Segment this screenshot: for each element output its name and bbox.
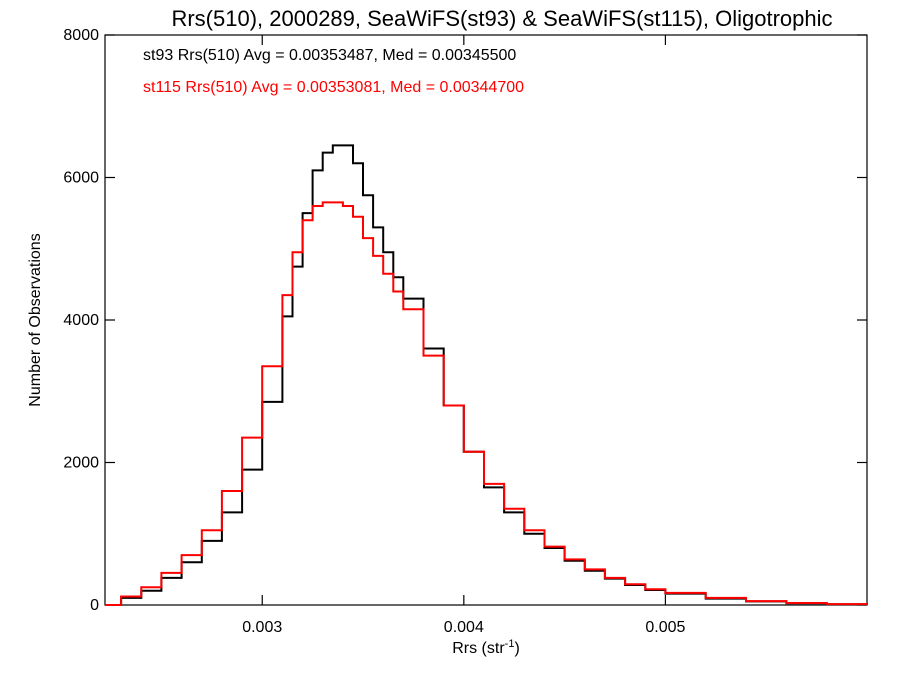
y-axis-ticks: 0 2000 4000 6000 8000 (63, 27, 867, 614)
x-axis-label-close: ) (514, 640, 519, 657)
y-axis-label: Number of Observations (27, 233, 44, 406)
x-tick-label: 0.005 (645, 619, 685, 636)
legend-st115-annotation: st115 Rrs(510) Avg = 0.00353081, Med = 0… (143, 79, 524, 96)
y-tick-label: 6000 (63, 170, 99, 187)
y-tick-label: 2000 (63, 455, 99, 472)
legend-st93-annotation: st93 Rrs(510) Avg = 0.00353487, Med = 0.… (143, 47, 516, 64)
x-axis-label: Rrs (str-1) (452, 638, 520, 657)
x-axis-ticks: 0.003 0.004 0.005 (242, 35, 686, 636)
x-tick-label: 0.003 (242, 619, 282, 636)
y-tick-label: 0 (90, 597, 99, 614)
x-axis-label-main: Rrs (str (452, 640, 505, 657)
x-tick-label: 0.004 (444, 619, 484, 636)
series-st115-line (105, 201, 868, 606)
x-axis-label-superscript: -1 (505, 638, 515, 650)
series-layer (105, 144, 868, 606)
chart-title: Rrs(510), 2000289, SeaWiFS(st93) & SeaWi… (171, 6, 832, 31)
y-tick-label: 8000 (63, 27, 99, 44)
y-tick-label: 4000 (63, 312, 99, 329)
